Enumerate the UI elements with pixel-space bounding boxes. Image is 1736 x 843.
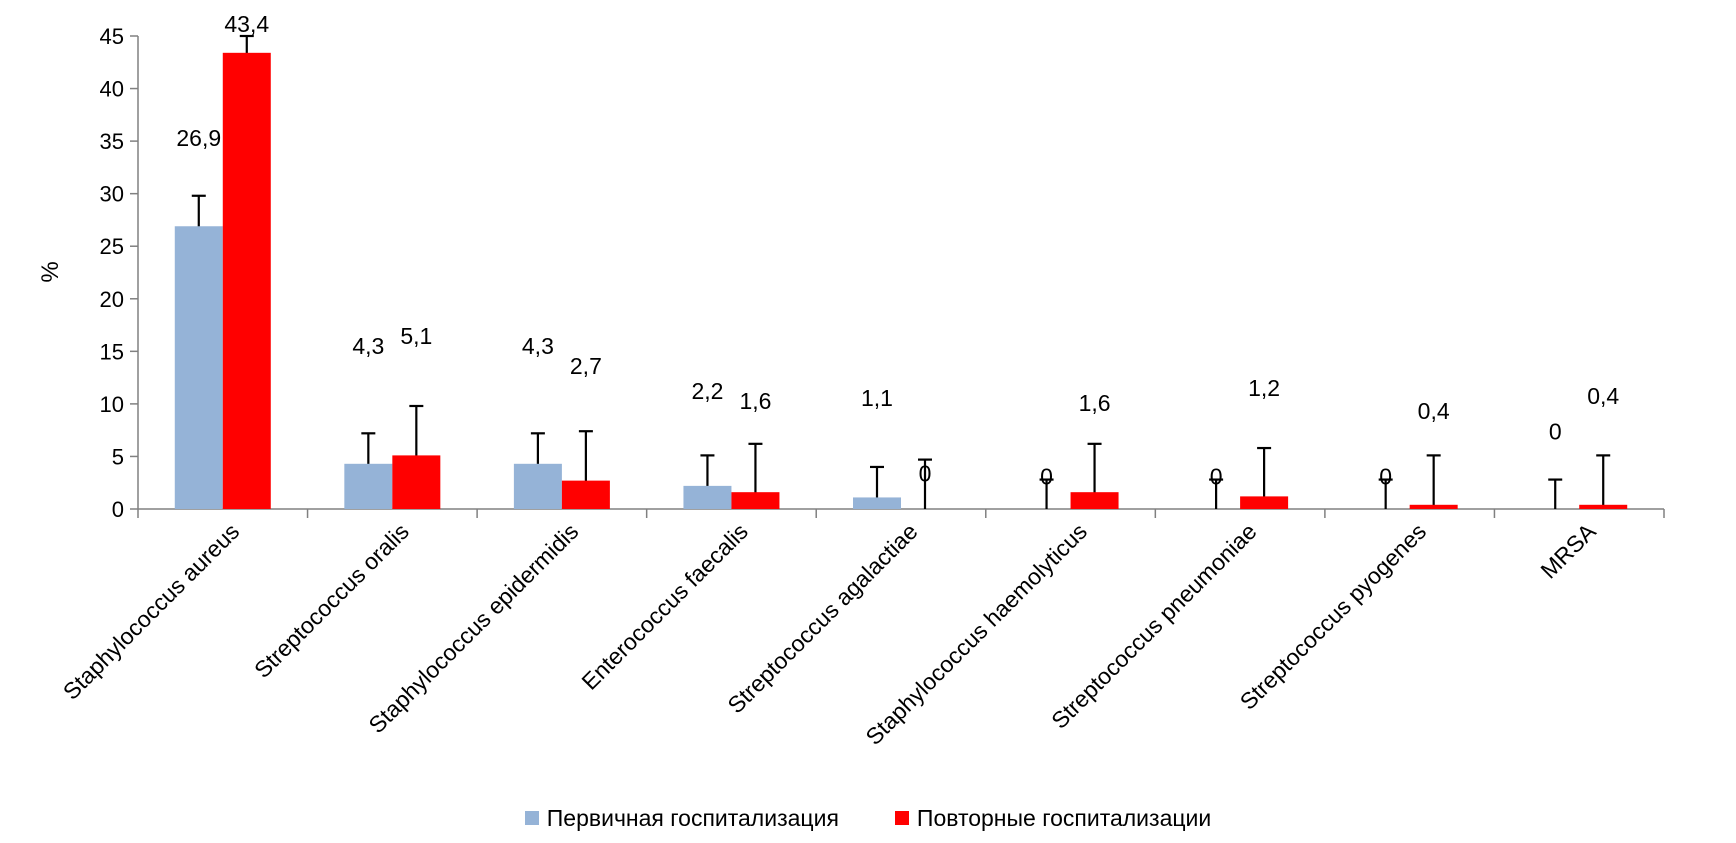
y-tick-label: 0	[112, 497, 124, 522]
bar-chart: 0 5 10 15 20 25 30 35 40 45 26,9 43,4 4,3 5,1 4,3 2,7 2…	[37, 11, 1665, 750]
legend-item-repeat: Повторные госпитализации	[894, 804, 1212, 832]
y-tick-label: 25	[100, 234, 124, 259]
bars	[174, 52, 1628, 510]
x-axis	[137, 508, 1665, 518]
y-tick-label: 40	[100, 77, 124, 102]
data-label-repeat: 0,4	[1587, 383, 1619, 409]
y-tick-label: 35	[100, 129, 124, 154]
data-label-primary: 4,3	[352, 333, 384, 359]
data-label-primary: 2,2	[691, 378, 723, 404]
legend-label-repeat: Повторные госпитализации	[916, 804, 1212, 831]
y-axis-title: %	[37, 261, 64, 282]
data-label-primary: 0	[1040, 464, 1053, 490]
bar-primary	[174, 226, 223, 510]
legend-swatch-primary	[524, 811, 539, 825]
category-label: MRSA	[1535, 518, 1601, 584]
data-label-primary: 0	[1210, 464, 1223, 490]
y-tick-label: 20	[100, 287, 124, 312]
bar-primary	[344, 463, 393, 509]
y-axis: 0 5 10 15 20 25 30 35 40 45	[100, 24, 139, 522]
legend: Первичная госпитализация Повторные госпи…	[0, 800, 1736, 836]
category-labels: Staphylococcus aureus Streptococcus orali…	[58, 518, 1601, 750]
y-tick-label: 15	[100, 339, 124, 364]
bar-repeat	[1240, 496, 1289, 509]
bar-repeat	[1409, 504, 1458, 509]
data-label-repeat: 5,1	[400, 323, 432, 349]
y-tick-label: 45	[100, 24, 124, 49]
bar-repeat	[731, 492, 780, 509]
data-labels: 26,943,44,3 5,1 4,32,72,2 1,6 1,10 01,601,200…	[176, 11, 1619, 490]
data-label-primary: 0	[1549, 419, 1562, 445]
bar-repeat	[222, 52, 271, 509]
y-tick-label: 5	[112, 444, 124, 469]
bar-primary	[513, 463, 562, 509]
bar-repeat	[392, 455, 441, 509]
data-label-repeat: 43,4	[224, 11, 269, 37]
data-label-repeat: 1,6	[1079, 390, 1111, 416]
legend-label-primary: Первичная госпитализация	[546, 804, 839, 831]
data-label-repeat: 2,7	[570, 353, 602, 379]
data-label-primary: 1,1	[861, 385, 893, 411]
data-label-primary: 26,9	[176, 125, 221, 151]
error-bars	[191, 34, 1611, 509]
data-label-repeat: 0	[919, 461, 932, 487]
bar-primary	[853, 497, 901, 509]
data-label-repeat: 0,4	[1418, 398, 1450, 424]
data-label-repeat: 1,6	[739, 388, 771, 414]
y-tick-label: 10	[100, 392, 124, 417]
bar-repeat	[1579, 504, 1628, 509]
category-label: Streptococcus pyogenes	[1235, 518, 1431, 714]
legend-swatch-repeat	[894, 811, 909, 825]
data-label-repeat: 1,2	[1248, 375, 1280, 401]
bar-repeat	[561, 480, 610, 509]
category-label: Streptococcus agalactiae	[722, 518, 922, 718]
legend-item-primary: Первичная госпитализация	[524, 804, 839, 832]
category-label: Staphylococcus aureus	[58, 518, 245, 705]
bar-repeat	[1070, 492, 1119, 509]
y-tick-label: 30	[100, 182, 124, 207]
data-label-primary: 4,3	[522, 333, 554, 359]
category-label: Streptococcus pneumoniae	[1046, 518, 1261, 733]
category-label: Enterococcus faecalis	[576, 518, 753, 695]
bar-primary	[683, 485, 732, 509]
data-label-primary: 0	[1379, 464, 1392, 490]
category-label: Streptococcus oralis	[249, 518, 414, 683]
